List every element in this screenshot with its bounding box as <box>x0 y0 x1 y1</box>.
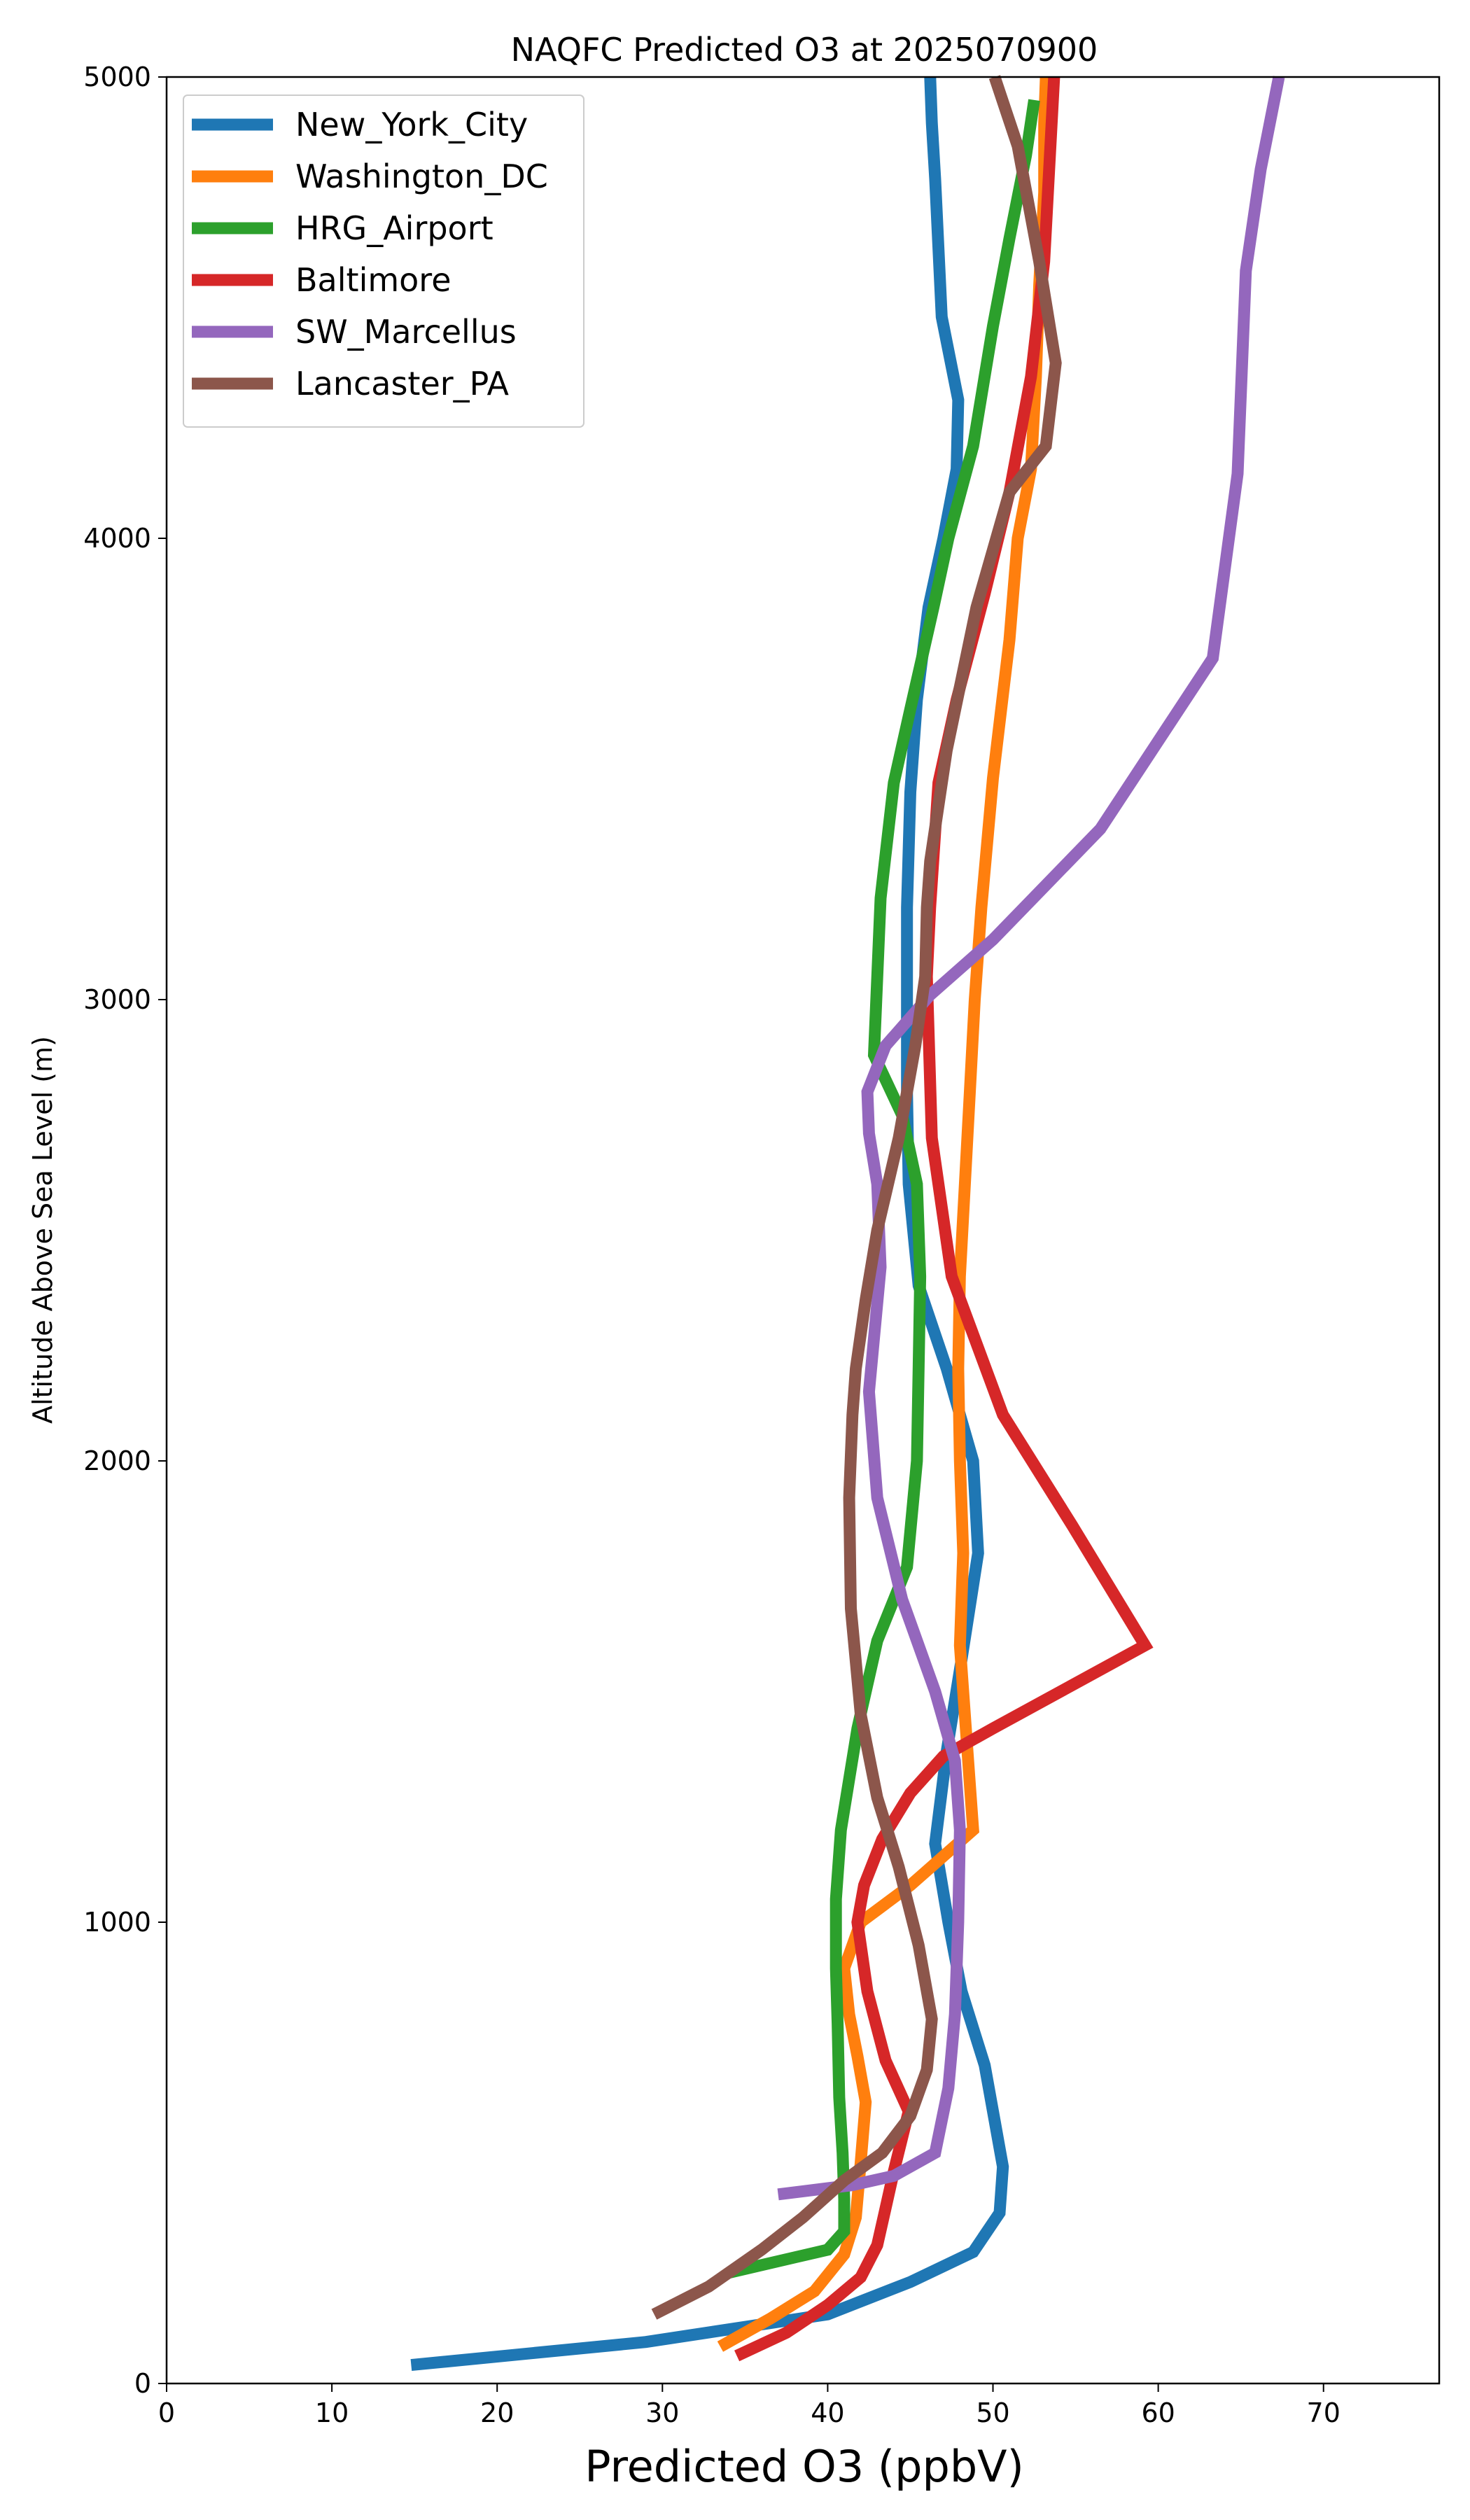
series-line-Washington_DC <box>717 76 1052 2352</box>
chart-title: NAQFC Predicted O3 at 2025070900 <box>511 31 1098 69</box>
plot-area <box>167 77 1439 2384</box>
series-line-HRG_Airport <box>727 99 1040 2279</box>
legend: New_York_City Washington_DC HRG_Airport Bal… <box>183 94 584 428</box>
y-tick-label: 5000 <box>83 62 151 92</box>
legend-label: New_York_City <box>295 106 528 144</box>
series-line-Lancaster_PA <box>651 75 1062 2320</box>
series-layer <box>410 75 1285 2372</box>
legend-label: SW_Marcellus <box>295 313 517 351</box>
y-tick-label: 3000 <box>83 984 151 1015</box>
x-tick-label: 50 <box>976 2398 1009 2428</box>
legend-label: Baltimore <box>295 261 451 299</box>
legend-box <box>183 94 584 428</box>
y-axis-label: Altitude Above Sea Level (m) <box>27 1036 58 1424</box>
y-tick-label: 1000 <box>83 1907 151 1938</box>
x-axis: 0 10 20 30 40 50 60 70 <box>158 2384 1340 2428</box>
x-tick-label: 20 <box>480 2398 514 2428</box>
x-tick-label: 30 <box>645 2398 679 2428</box>
legend-label: Lancaster_PA <box>295 365 509 402</box>
x-tick-label: 60 <box>1141 2398 1175 2428</box>
y-tick-label: 2000 <box>83 1446 151 1476</box>
legend-label: HRG_Airport <box>295 209 493 247</box>
x-tick-label: 40 <box>811 2398 844 2428</box>
x-tick-label: 70 <box>1307 2398 1340 2428</box>
legend-label: Washington_DC <box>295 158 548 195</box>
plot-frame <box>165 76 1441 2385</box>
y-tick-label: 4000 <box>83 523 151 554</box>
y-axis: 0 1000 2000 3000 4000 5000 <box>83 62 167 2399</box>
x-tick-label: 0 <box>158 2398 175 2428</box>
x-axis-label: Predicted O3 (ppbV) <box>584 2441 1024 2492</box>
y-tick-label: 0 <box>134 2368 151 2399</box>
series-line-SW_Marcellus <box>777 76 1285 2201</box>
x-tick-label: 10 <box>315 2398 349 2428</box>
